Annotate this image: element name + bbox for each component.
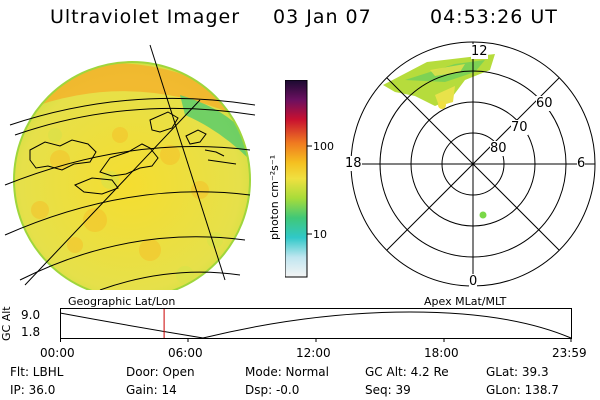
instrument-title: Ultraviolet Imager — [50, 6, 241, 28]
polar-lat-60: 60 — [536, 96, 553, 111]
polar-plot — [350, 41, 596, 287]
lon-grid — [24, 44, 226, 286]
timeline-xtick-3: 18:00 — [424, 346, 459, 360]
timeline-xtick-0: 00:00 — [40, 346, 75, 360]
aurora-spot — [438, 101, 446, 109]
polar-lat-70: 70 — [511, 120, 528, 135]
timeline-xtick-2: 12:00 — [296, 346, 331, 360]
dsp-value: Dsp: -0.0 — [245, 383, 300, 397]
time-label: 04:53:26 UT — [430, 6, 558, 28]
polar-label-6: 6 — [577, 156, 586, 171]
timeline-left-title: Geographic Lat/Lon — [68, 295, 176, 308]
colorbar-tick-10: 10 — [313, 228, 327, 241]
gain-value: Gain: 14 — [126, 383, 177, 397]
aurora-spot-2 — [479, 211, 487, 219]
polar-lat-80: 80 — [490, 141, 507, 156]
timeline-xticks — [60, 338, 572, 342]
coastline — [29, 111, 237, 195]
polar-label-18: 18 — [345, 156, 362, 171]
gc-altitude: GC Alt: 4.2 Re — [365, 365, 449, 379]
geographic-longitude: GLon: 138.7 — [486, 383, 559, 397]
colorbar-tick-100: 100 — [313, 140, 334, 153]
door-status: Door: Open — [126, 365, 195, 379]
timeline-right-title: Apex MLat/MLT — [424, 295, 507, 308]
ip-value: IP: 36.0 — [10, 383, 56, 397]
date-label: 03 Jan 07 — [273, 6, 372, 28]
aurora-patch — [383, 54, 495, 106]
timeline-xtick-4: 23:59 — [552, 346, 587, 360]
mode-value: Mode: Normal — [245, 365, 329, 379]
geographic-latitude: GLat: 39.3 — [486, 365, 549, 379]
timeline-xtick-1: 06:00 — [168, 346, 203, 360]
altitude-timeline — [60, 308, 572, 342]
earth-image — [4, 44, 256, 290]
timeline-ytick-bottom: 1.8 — [21, 325, 41, 339]
polar-label-12: 12 — [471, 44, 488, 59]
timeline-ylabel: GC Alt — [0, 306, 13, 341]
colorbar-unit-label: photon cm⁻²s⁻¹ — [268, 154, 281, 240]
polar-grid — [350, 41, 596, 287]
sequence-number: Seq: 39 — [365, 383, 411, 397]
polar-label-0: 0 — [469, 274, 478, 289]
colorbar — [285, 80, 312, 278]
filter-value: Flt: LBHL — [10, 365, 64, 379]
timeline-ytick-top: 9.0 — [21, 308, 41, 322]
